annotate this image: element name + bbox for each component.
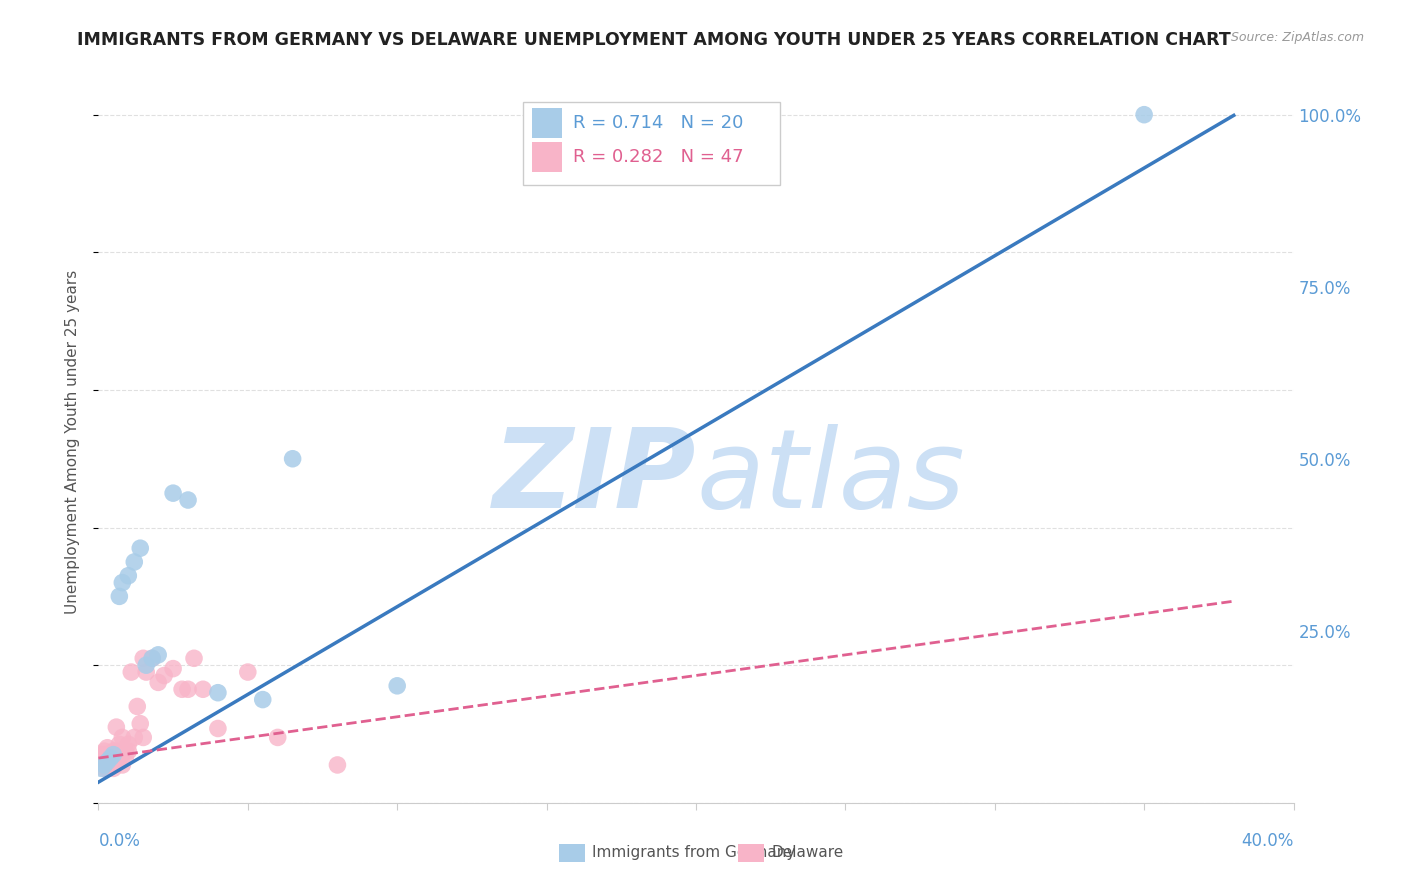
Point bbox=[96, 758, 118, 772]
Point bbox=[117, 568, 139, 582]
Text: 0.0%: 0.0% bbox=[98, 831, 141, 850]
Point bbox=[141, 651, 163, 665]
Y-axis label: Unemployment Among Youth under 25 years: Unemployment Among Youth under 25 years bbox=[65, 269, 80, 614]
Point bbox=[111, 731, 134, 745]
Point bbox=[135, 658, 157, 673]
Point bbox=[281, 451, 304, 466]
Point bbox=[90, 751, 112, 765]
Point bbox=[103, 761, 125, 775]
Point bbox=[153, 668, 176, 682]
Point bbox=[98, 747, 122, 762]
Point bbox=[93, 758, 115, 772]
Point bbox=[326, 758, 349, 772]
Point bbox=[135, 665, 157, 679]
Point bbox=[103, 751, 125, 765]
Text: Delaware: Delaware bbox=[772, 845, 844, 860]
FancyBboxPatch shape bbox=[523, 102, 779, 185]
Point bbox=[183, 651, 205, 665]
Point bbox=[96, 755, 118, 769]
Point bbox=[105, 744, 128, 758]
Point bbox=[96, 740, 118, 755]
Point bbox=[385, 679, 409, 693]
Point bbox=[117, 737, 139, 751]
Point bbox=[252, 692, 274, 706]
Point bbox=[111, 575, 134, 590]
Point bbox=[177, 493, 200, 508]
Point bbox=[124, 555, 146, 569]
Text: atlas: atlas bbox=[696, 425, 965, 531]
Bar bbox=[533, 142, 562, 172]
Point bbox=[120, 665, 142, 679]
Point bbox=[132, 731, 155, 745]
Point bbox=[207, 722, 229, 736]
Point bbox=[236, 665, 259, 679]
Point bbox=[105, 720, 128, 734]
Point bbox=[129, 541, 152, 556]
Point bbox=[127, 699, 149, 714]
Point bbox=[98, 758, 122, 772]
Point bbox=[105, 756, 128, 770]
Point bbox=[162, 662, 184, 676]
Point bbox=[148, 648, 170, 662]
Point bbox=[114, 744, 136, 758]
Point bbox=[124, 731, 146, 745]
Point bbox=[129, 716, 152, 731]
Point bbox=[111, 758, 134, 772]
Point bbox=[177, 682, 200, 697]
Text: Source: ZipAtlas.com: Source: ZipAtlas.com bbox=[1230, 31, 1364, 45]
Point bbox=[93, 747, 115, 762]
Point bbox=[108, 737, 131, 751]
Point bbox=[96, 755, 118, 769]
Text: IMMIGRANTS FROM GERMANY VS DELAWARE UNEMPLOYMENT AMONG YOUTH UNDER 25 YEARS CORR: IMMIGRANTS FROM GERMANY VS DELAWARE UNEM… bbox=[77, 31, 1232, 49]
Point bbox=[93, 744, 115, 758]
Point bbox=[207, 686, 229, 700]
Point bbox=[1133, 108, 1156, 122]
Point bbox=[93, 755, 115, 769]
Text: Immigrants from Germany: Immigrants from Germany bbox=[592, 845, 796, 860]
Point bbox=[132, 651, 155, 665]
Point bbox=[172, 682, 194, 697]
Bar bbox=[533, 108, 562, 138]
Point bbox=[90, 747, 112, 762]
Text: ZIP: ZIP bbox=[492, 425, 696, 531]
Text: R = 0.282   N = 47: R = 0.282 N = 47 bbox=[572, 148, 744, 166]
Point bbox=[96, 761, 118, 775]
Point bbox=[148, 675, 170, 690]
Point bbox=[191, 682, 214, 697]
Point bbox=[108, 751, 131, 765]
Point bbox=[108, 590, 131, 604]
Point bbox=[93, 761, 115, 775]
Text: 40.0%: 40.0% bbox=[1241, 831, 1294, 850]
Bar bbox=[738, 844, 763, 862]
Point bbox=[90, 755, 112, 769]
Point bbox=[90, 761, 112, 775]
Point bbox=[98, 751, 122, 765]
Point bbox=[117, 744, 139, 758]
Point bbox=[267, 731, 290, 745]
Text: R = 0.714   N = 20: R = 0.714 N = 20 bbox=[572, 114, 744, 132]
Point bbox=[103, 744, 125, 758]
Point bbox=[114, 751, 136, 765]
Point bbox=[162, 486, 184, 500]
Bar bbox=[558, 844, 585, 862]
Point bbox=[98, 751, 122, 765]
Point bbox=[103, 747, 125, 762]
Point bbox=[141, 651, 163, 665]
